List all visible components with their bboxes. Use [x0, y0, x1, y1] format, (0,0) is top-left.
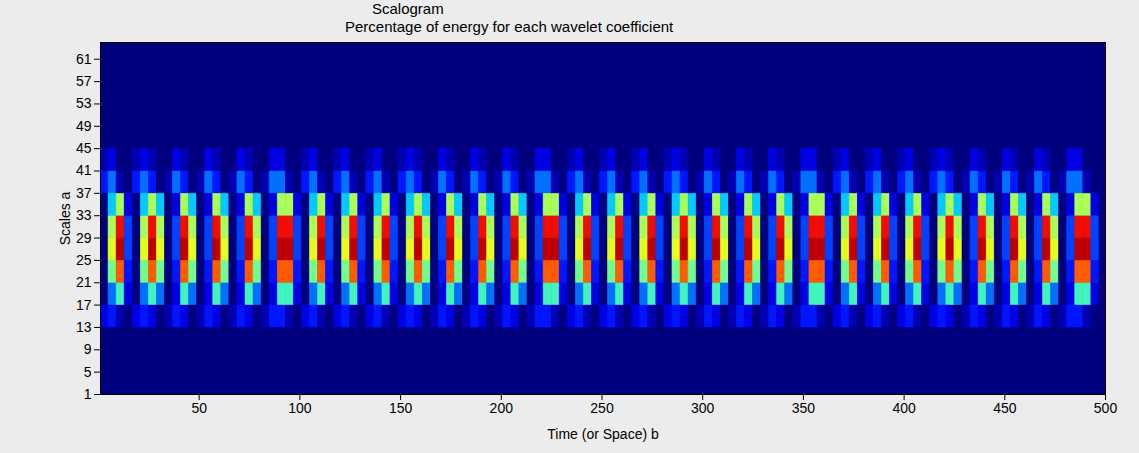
- svg-text:400: 400: [892, 400, 916, 416]
- svg-text:5: 5: [84, 364, 92, 380]
- svg-text:53: 53: [76, 95, 92, 111]
- svg-text:9: 9: [84, 341, 92, 357]
- svg-text:21: 21: [76, 274, 92, 290]
- svg-text:300: 300: [691, 400, 715, 416]
- svg-text:350: 350: [792, 400, 816, 416]
- svg-text:150: 150: [389, 400, 413, 416]
- svg-text:41: 41: [76, 162, 92, 178]
- svg-text:Time (or Space) b: Time (or Space) b: [547, 426, 659, 442]
- html-text:Scalogram: Scalogram: [372, 0, 444, 17]
- svg-text:500: 500: [1094, 400, 1118, 416]
- svg-text:200: 200: [490, 400, 514, 416]
- html-text:Percentage of energy for each: Percentage of energy for each wavelet co…: [345, 18, 674, 35]
- svg-text:29: 29: [76, 230, 92, 246]
- svg-text:50: 50: [191, 400, 207, 416]
- svg-text:57: 57: [76, 73, 92, 89]
- svg-text:450: 450: [993, 400, 1017, 416]
- svg-text:250: 250: [590, 400, 614, 416]
- svg-text:1: 1: [84, 386, 92, 402]
- svg-text:37: 37: [76, 185, 92, 201]
- svg-text:25: 25: [76, 252, 92, 268]
- svg-text:61: 61: [76, 51, 92, 67]
- svg-text:49: 49: [76, 118, 92, 134]
- svg-text:13: 13: [76, 319, 92, 335]
- svg-text:Scales a: Scales a: [57, 191, 73, 245]
- svg-text:45: 45: [76, 140, 92, 156]
- svg-text:100: 100: [288, 400, 312, 416]
- svg-text:17: 17: [76, 297, 92, 313]
- svg-text:33: 33: [76, 207, 92, 223]
